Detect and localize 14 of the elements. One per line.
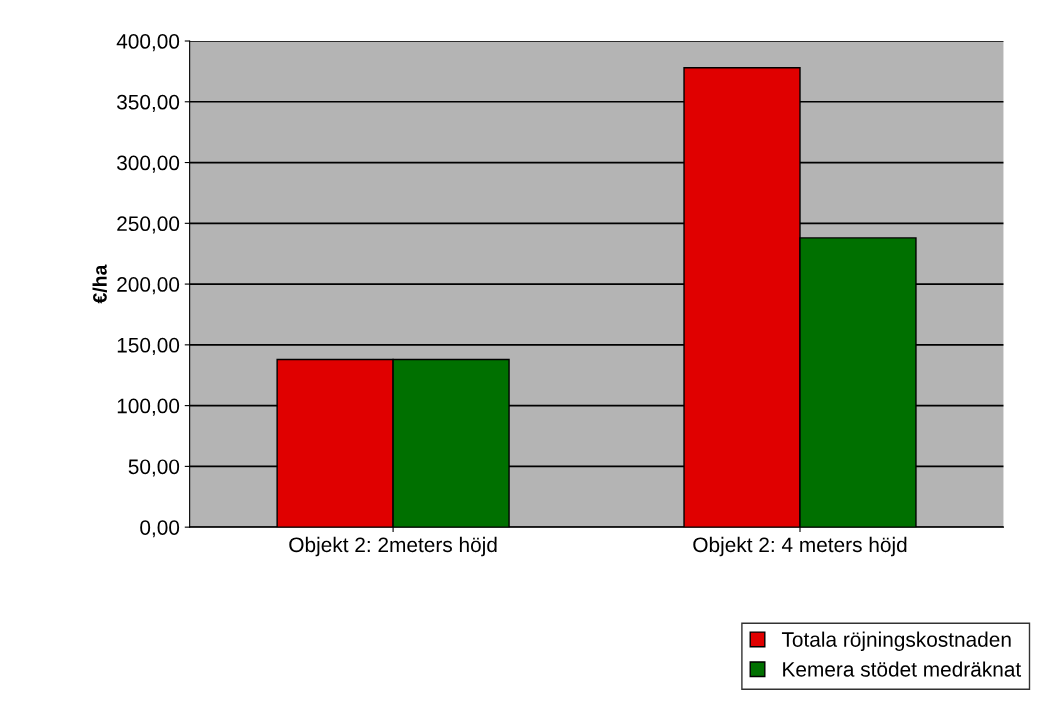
y-axis-title: €/ha bbox=[92, 264, 108, 304]
y-tick-label: 200,00 bbox=[117, 277, 180, 295]
y-tick-label: 150,00 bbox=[117, 337, 180, 356]
x-tick-label: Objekt 2: 4 meters höjd bbox=[693, 536, 907, 557]
y-tick-label: 350,00 bbox=[117, 94, 180, 112]
y-tick-label: 100,00 bbox=[117, 398, 180, 416]
x-tick-label: Objekt 2: 2meters höjd bbox=[289, 536, 497, 557]
y-tick-label: 0,00 bbox=[140, 520, 180, 538]
y-tick-label: 50,00 bbox=[128, 459, 180, 477]
y-tick-label: 250,00 bbox=[117, 216, 180, 234]
legend-label: Totala röjningskostnaden bbox=[781, 631, 1011, 652]
y-tick-label: 300,00 bbox=[117, 155, 180, 173]
y-tick-label: 400,00 bbox=[116, 34, 180, 52]
legend-label: Kemera stödet medräknat bbox=[783, 661, 1022, 677]
